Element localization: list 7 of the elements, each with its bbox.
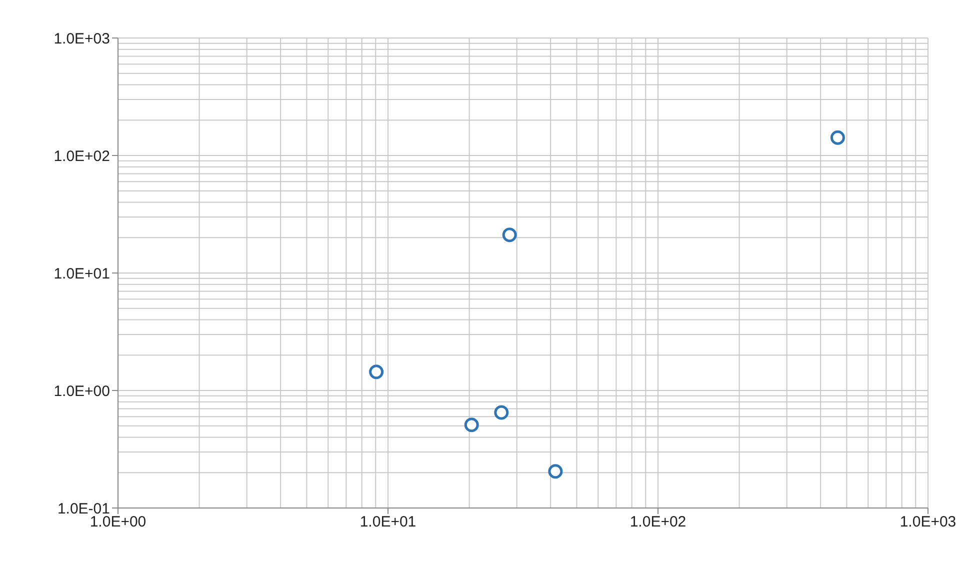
y-tick-label: 1.0E+03 [54,30,110,48]
y-tick-label: 1.0E+01 [54,265,110,282]
x-tick-label: 1.0E+02 [630,514,686,531]
y-tick-label: 1.0E+02 [54,148,110,165]
y-tick-label: 1.0E+00 [54,382,110,400]
x-tick-label: 1.0E+03 [900,514,956,531]
x-tick-label: 1.0E+01 [360,514,416,531]
